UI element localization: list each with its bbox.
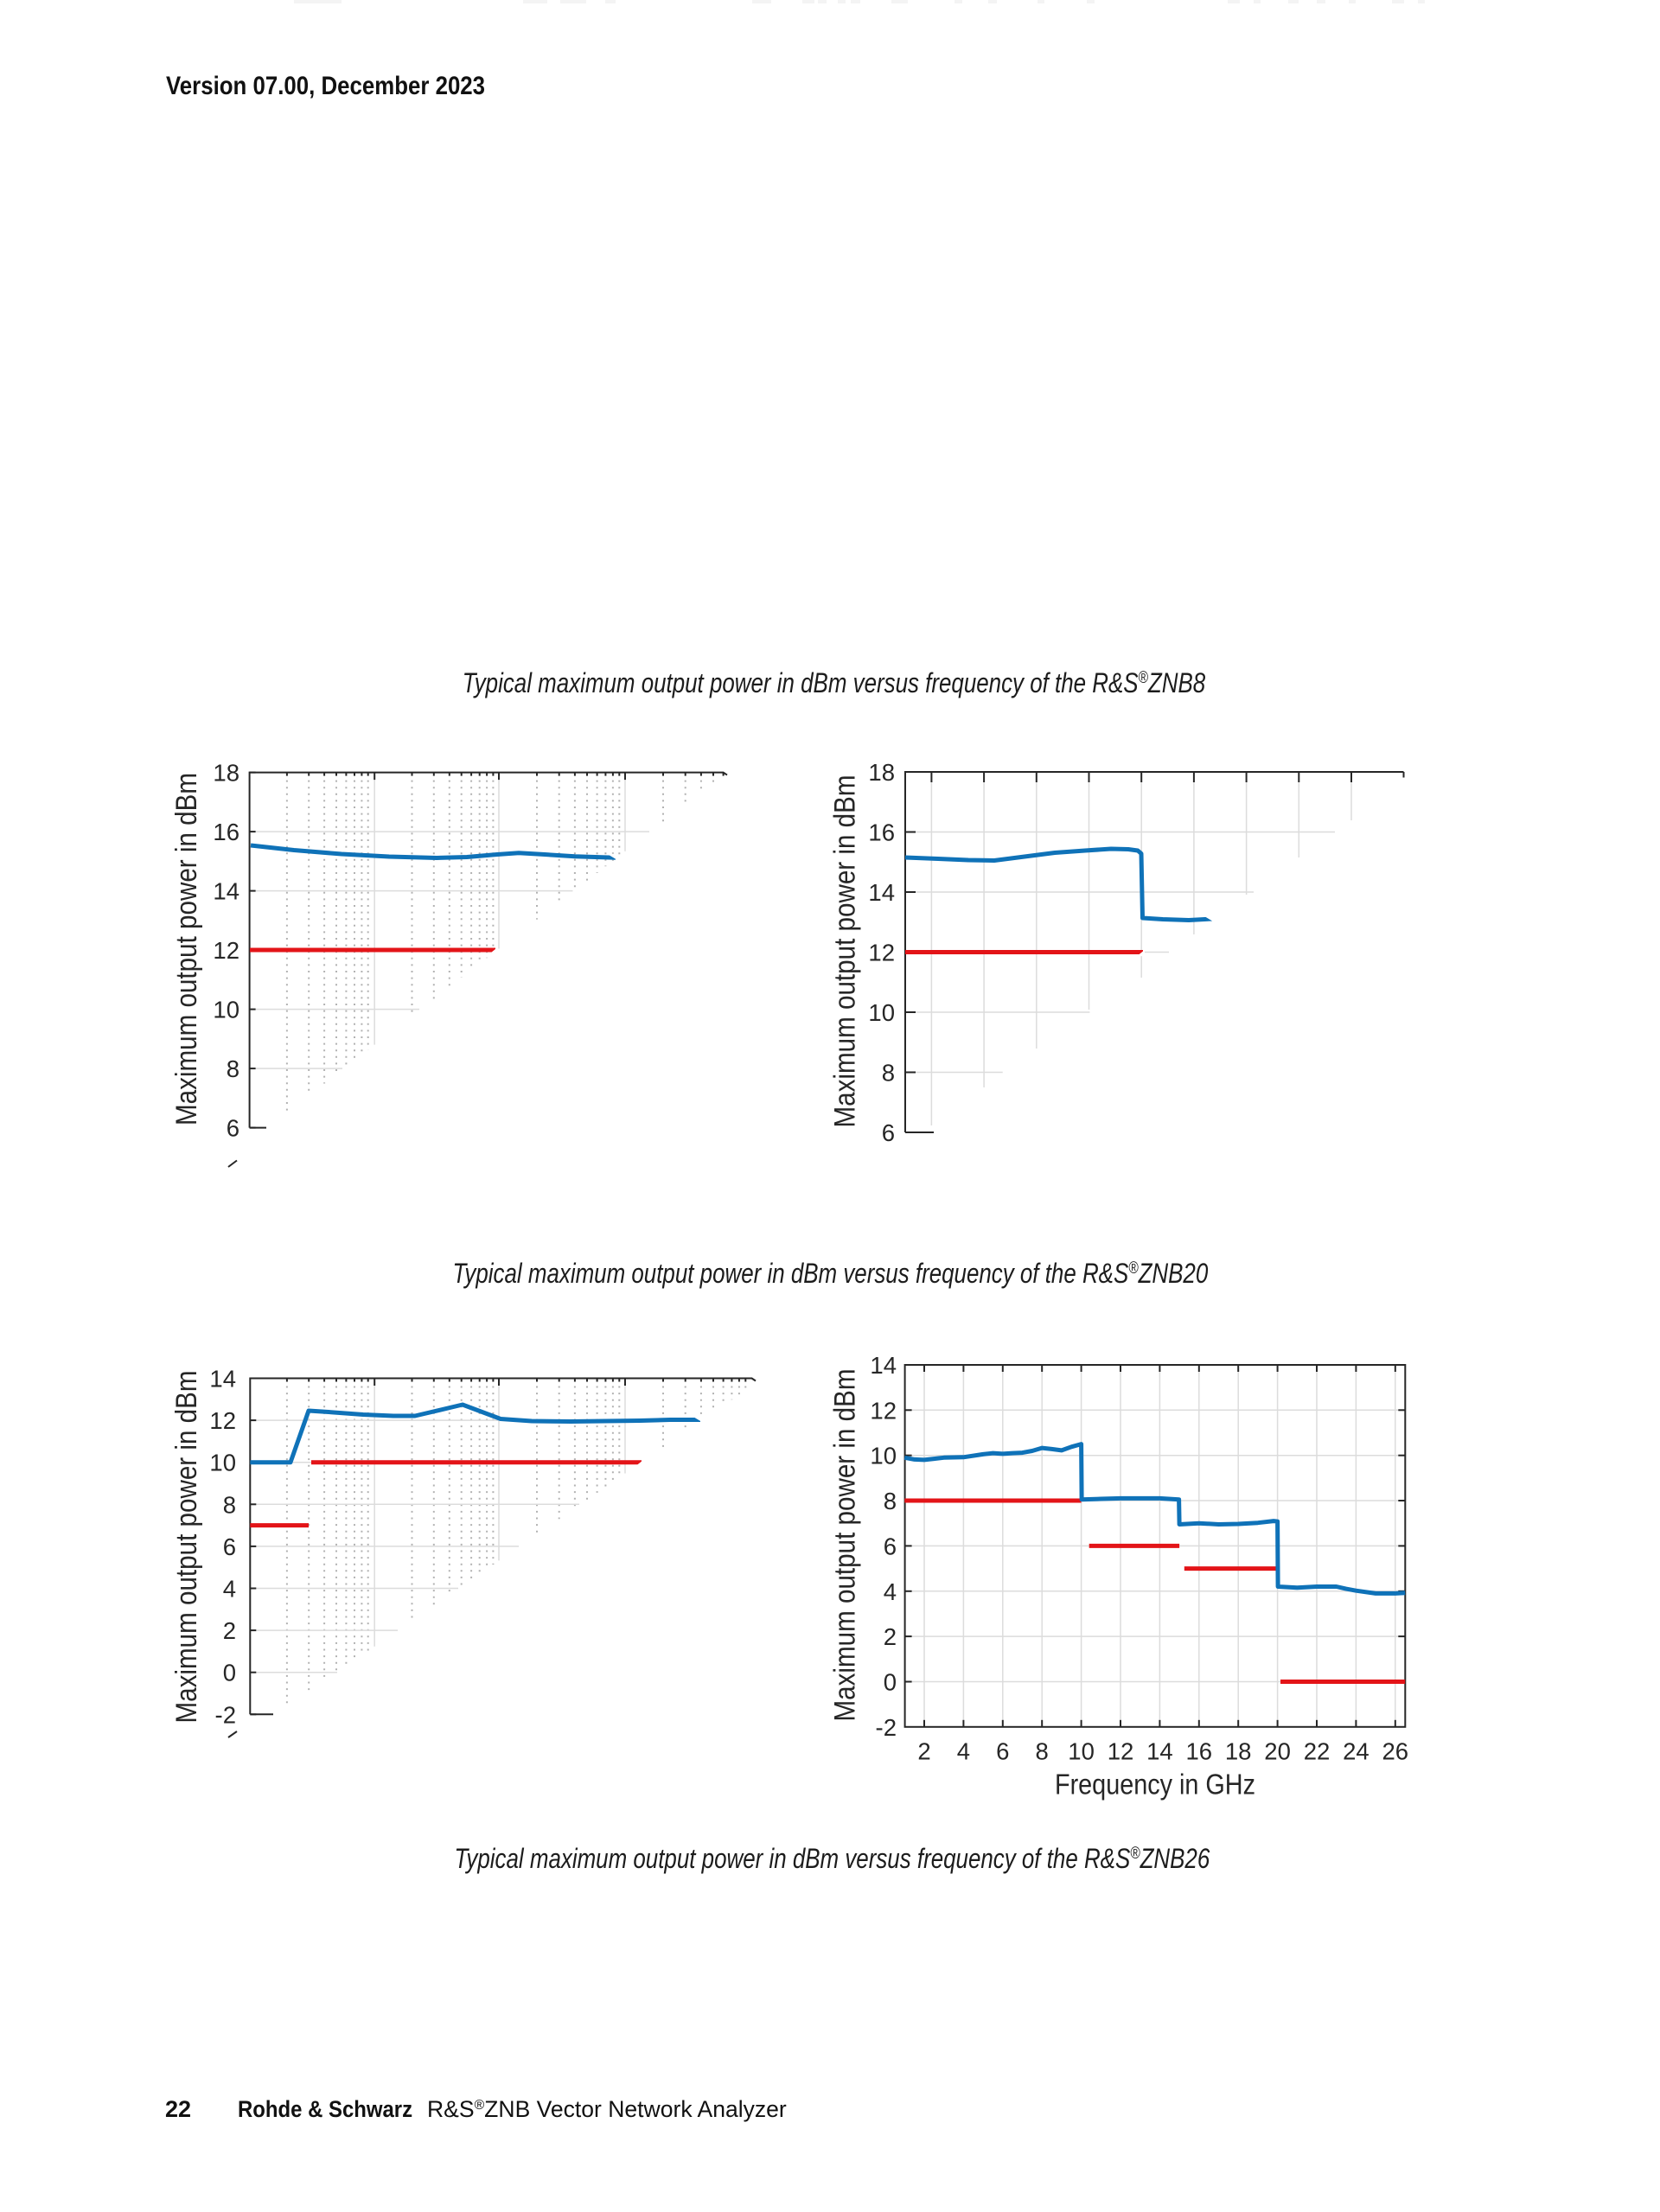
- svg-text:10: 10: [209, 1450, 236, 1476]
- svg-text:10: 10: [213, 997, 239, 1023]
- svg-text:20: 20: [1264, 1738, 1291, 1765]
- svg-text:14: 14: [213, 878, 239, 905]
- svg-text:Maximum output power in dBm: Maximum output power in dBm: [829, 1369, 862, 1722]
- svg-text:6: 6: [996, 1738, 1009, 1765]
- svg-text:4: 4: [223, 1576, 236, 1603]
- svg-text:14: 14: [209, 1366, 236, 1393]
- svg-text:8: 8: [882, 1060, 895, 1087]
- svg-text:24: 24: [1343, 1738, 1370, 1765]
- svg-text:18: 18: [213, 760, 239, 787]
- svg-text:12: 12: [870, 1397, 897, 1424]
- svg-text:16: 16: [1186, 1738, 1213, 1765]
- svg-text:Maximum output power in dBm: Maximum output power in dBm: [829, 775, 862, 1128]
- svg-text:18: 18: [868, 759, 895, 786]
- svg-text:10: 10: [1068, 1738, 1095, 1765]
- svg-text:10: 10: [870, 1443, 897, 1469]
- svg-text:14: 14: [870, 1352, 897, 1379]
- svg-text:2: 2: [917, 1738, 930, 1765]
- svg-text:8: 8: [223, 1491, 236, 1518]
- svg-text:6: 6: [882, 1119, 895, 1146]
- svg-text:14: 14: [868, 879, 895, 906]
- svg-text:14: 14: [1146, 1738, 1173, 1765]
- svg-text:22: 22: [1304, 1738, 1331, 1765]
- svg-text:-2: -2: [876, 1714, 897, 1741]
- svg-text:2: 2: [223, 1617, 236, 1644]
- svg-text:0: 0: [223, 1660, 236, 1686]
- svg-text:8: 8: [1036, 1738, 1049, 1765]
- svg-text:12: 12: [209, 1407, 236, 1434]
- svg-text:6: 6: [223, 1533, 236, 1560]
- svg-text:-2: -2: [215, 1701, 236, 1728]
- svg-text:12: 12: [213, 937, 239, 964]
- svg-text:16: 16: [868, 819, 895, 846]
- svg-text:6: 6: [884, 1533, 897, 1559]
- svg-text:Maximum output power in dBm: Maximum output power in dBm: [170, 1371, 203, 1724]
- svg-text:12: 12: [1108, 1738, 1134, 1765]
- svg-text:4: 4: [884, 1578, 897, 1605]
- svg-text:26: 26: [1382, 1738, 1409, 1765]
- svg-text:18: 18: [1225, 1738, 1252, 1765]
- svg-text:16: 16: [213, 819, 239, 845]
- svg-text:Frequency in GHz: Frequency in GHz: [1055, 1769, 1255, 1801]
- svg-text:8: 8: [227, 1055, 239, 1082]
- svg-text:Maximum output power in dBm: Maximum output power in dBm: [170, 773, 203, 1125]
- svg-text:2: 2: [884, 1623, 897, 1650]
- svg-text:12: 12: [868, 940, 895, 966]
- svg-text:6: 6: [227, 1115, 239, 1142]
- svg-text:4: 4: [957, 1738, 970, 1765]
- svg-text:0: 0: [884, 1669, 897, 1696]
- svg-text:8: 8: [884, 1488, 897, 1514]
- svg-text:10: 10: [868, 999, 895, 1026]
